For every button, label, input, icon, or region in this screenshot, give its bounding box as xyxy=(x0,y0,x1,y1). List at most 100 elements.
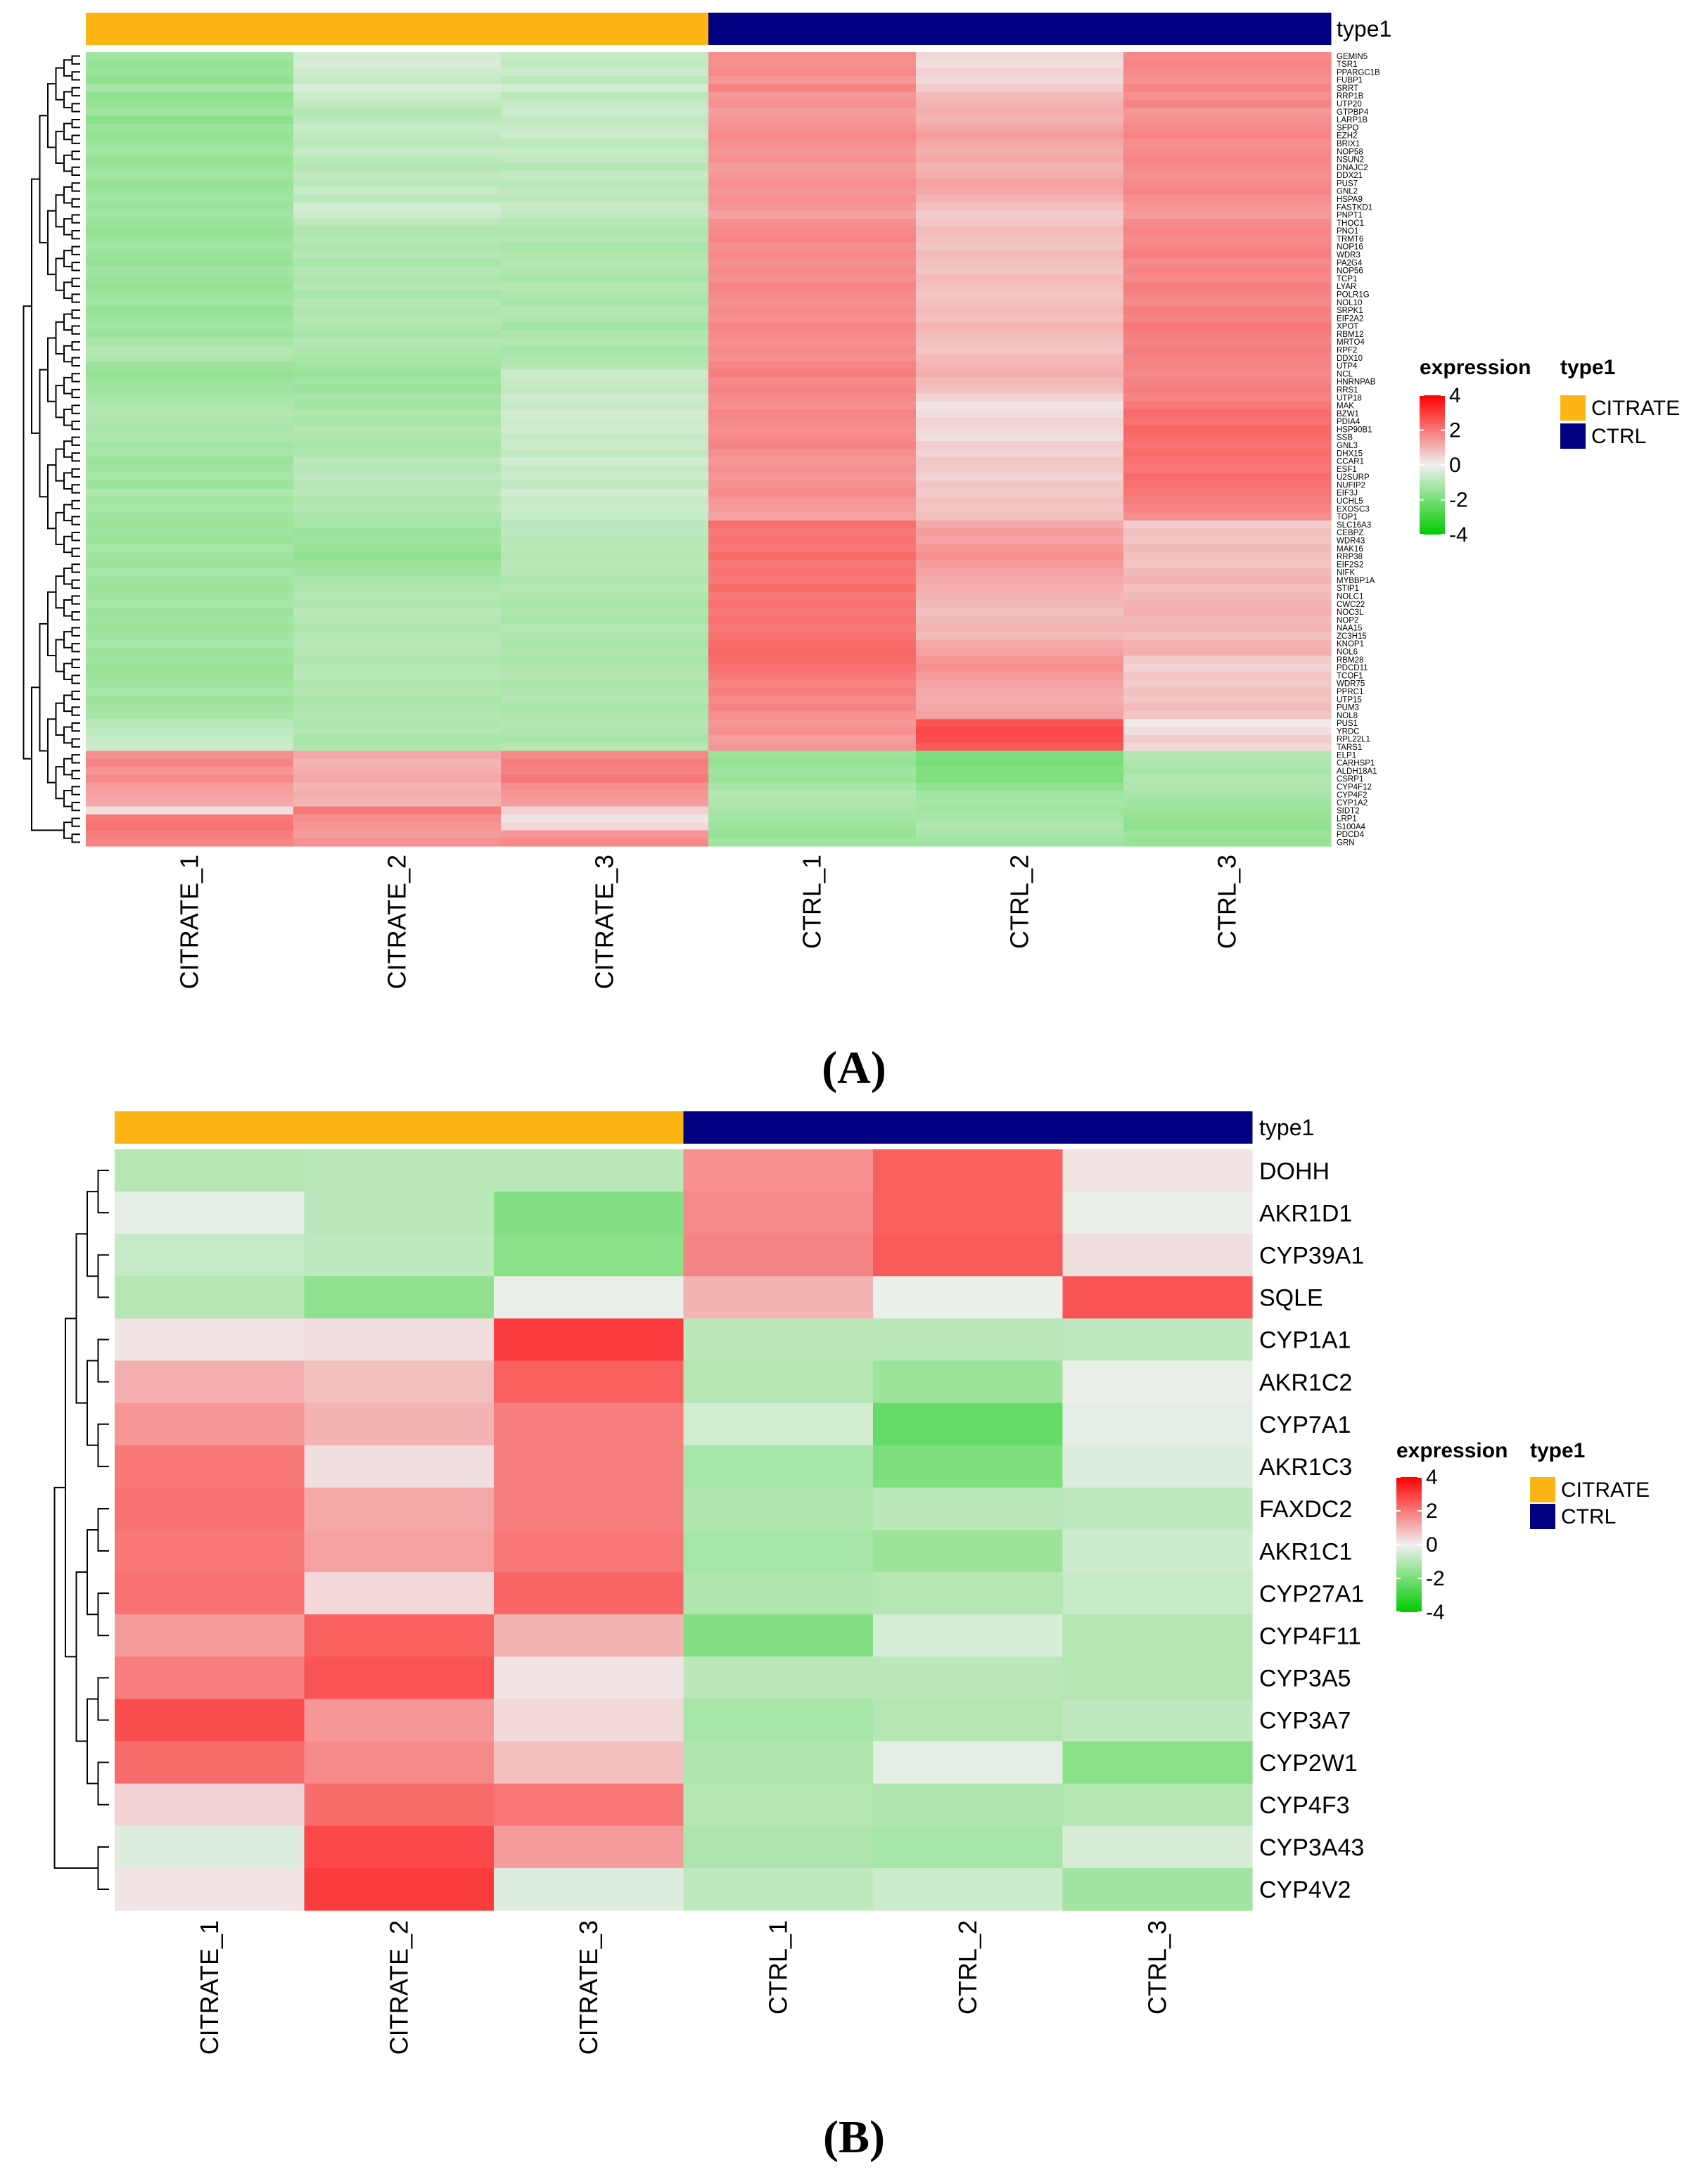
heatmap-cell xyxy=(1062,1403,1253,1446)
dendrogram-branch xyxy=(63,154,72,172)
heatmap-cell xyxy=(501,369,709,378)
row-label: PPRC1 xyxy=(1337,688,1363,696)
heatmap-cell xyxy=(494,1192,684,1234)
heatmap-cell xyxy=(1123,417,1332,426)
dendrogram-branch xyxy=(97,1592,109,1637)
heatmap-cell xyxy=(293,639,502,649)
heatmap-cell xyxy=(86,203,294,212)
dendrogram-branch xyxy=(71,198,80,208)
heatmap-cell xyxy=(501,719,709,728)
heatmap-cell xyxy=(501,568,709,577)
heatmap-cell xyxy=(1123,250,1332,260)
row-label: FAXDC2 xyxy=(1259,1496,1352,1523)
heatmap-cell xyxy=(708,393,917,402)
heatmap-cell xyxy=(86,362,294,371)
panel-a: type1GEMIN5TSR1PPARGC1BFUBP1SRRTRRP1BUTP… xyxy=(23,13,1680,1094)
annotation-cell xyxy=(873,1111,1063,1144)
heatmap-cell xyxy=(916,171,1124,180)
heatmap-cell xyxy=(1123,345,1332,354)
heatmap-cell xyxy=(304,1783,495,1827)
heatmap-cell xyxy=(293,480,502,490)
dendrogram-branch xyxy=(71,801,80,812)
dendrogram-branch xyxy=(75,1571,87,1742)
heatmap-cell xyxy=(293,552,502,561)
dendrogram-branch xyxy=(39,115,48,243)
heatmap-cell xyxy=(293,441,502,450)
heatmap-cell xyxy=(708,306,917,315)
heatmap-cell xyxy=(1123,663,1332,672)
row-label: AKR1C1 xyxy=(1259,1538,1352,1565)
heatmap-cell xyxy=(501,171,709,180)
heatmap-cell xyxy=(1123,830,1332,839)
heatmap-cell xyxy=(916,449,1124,458)
heatmap-cell xyxy=(916,782,1124,791)
heatmap-cell xyxy=(916,663,1124,672)
heatmap-cell xyxy=(86,234,294,243)
heatmap-cell xyxy=(1123,623,1332,632)
heatmap-cell xyxy=(916,639,1124,649)
heatmap-cell xyxy=(916,131,1124,140)
dendrogram-branch xyxy=(71,484,80,494)
heatmap-cell xyxy=(86,147,294,156)
heatmap-cell xyxy=(1123,242,1332,251)
heatmap-cell xyxy=(293,306,502,315)
heatmap-cell xyxy=(501,186,709,196)
heatmap-cell xyxy=(115,1192,305,1234)
heatmap-cell xyxy=(916,186,1124,196)
legend-swatch-ctrl xyxy=(1560,423,1586,449)
heatmap-cell xyxy=(916,195,1124,204)
heatmap-cell xyxy=(708,417,917,426)
row-label: GEMIN5 xyxy=(1337,53,1368,61)
heatmap-cell xyxy=(916,806,1124,815)
heatmap-cell xyxy=(501,838,709,847)
heatmap-cell xyxy=(501,290,709,299)
heatmap-cell xyxy=(86,552,294,561)
dendrogram-branch xyxy=(39,622,48,752)
heatmap-cell xyxy=(86,377,294,386)
heatmap-cell xyxy=(873,1149,1064,1192)
heatmap-cell xyxy=(708,743,917,752)
heatmap-cell xyxy=(1123,226,1332,236)
heatmap-cell xyxy=(86,60,294,69)
heatmap-cell xyxy=(86,226,294,236)
heatmap-cell xyxy=(86,504,294,513)
heatmap-cell xyxy=(708,758,917,767)
heatmap-cell xyxy=(916,687,1124,696)
heatmap-cell xyxy=(708,488,917,497)
heatmap-cell xyxy=(501,473,709,482)
heatmap-cell xyxy=(708,354,917,362)
heatmap-cell xyxy=(916,727,1124,736)
heatmap-cell xyxy=(1123,203,1332,212)
heatmap-cell xyxy=(293,362,502,371)
heatmap-cell xyxy=(501,203,709,212)
row-label: TCP1 xyxy=(1337,275,1357,283)
heatmap-cell xyxy=(916,250,1124,260)
heatmap-cell xyxy=(304,1234,495,1277)
row-label: CCAR1 xyxy=(1337,458,1364,466)
heatmap-cell xyxy=(1062,1656,1253,1700)
dendrogram-branch xyxy=(63,663,72,680)
heatmap-cell xyxy=(293,179,502,188)
heatmap-cell xyxy=(293,321,502,331)
heatmap-cell xyxy=(293,584,502,593)
heatmap-cell xyxy=(916,226,1124,236)
heatmap-cell xyxy=(293,60,502,69)
heatmap-cell xyxy=(293,838,502,847)
heatmap-cell xyxy=(683,1445,874,1488)
heatmap-cell xyxy=(708,615,917,625)
heatmap-cell xyxy=(304,1867,495,1911)
heatmap-cell xyxy=(115,1487,305,1531)
panel-b: type1 DOHH AKR1D1 CYP39A1 SQLE CYP1A1 AKR1C2 CY… xyxy=(53,1111,1650,2163)
dendrogram-branch xyxy=(63,726,72,744)
heatmap-cell xyxy=(86,727,294,736)
heatmap-cell xyxy=(86,806,294,815)
heatmap-cell xyxy=(293,608,502,617)
dendrogram-branch xyxy=(71,262,80,272)
legend-tick-label: -4 xyxy=(1426,1601,1445,1624)
row-label: NOP56 xyxy=(1337,267,1363,276)
heatmap-cell xyxy=(501,108,709,116)
row-label: CYP4F3 xyxy=(1259,1792,1350,1819)
heatmap-cell xyxy=(683,1192,874,1234)
heatmap-cell xyxy=(708,362,917,371)
heatmap-cell xyxy=(708,52,917,60)
